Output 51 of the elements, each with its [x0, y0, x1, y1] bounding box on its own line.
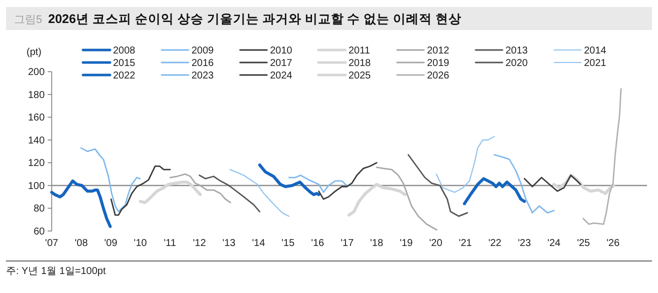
legend-label: 2018 [348, 58, 372, 69]
y-tick-label: 100 [28, 180, 46, 192]
legend-label: 2020 [506, 58, 528, 69]
legend-label: 2021 [584, 58, 607, 69]
y-tick-label: 160 [28, 112, 46, 124]
legend-label: 2016 [192, 58, 214, 69]
x-tick-label: '24 [547, 238, 561, 249]
x-tick-label: '09 [104, 238, 118, 249]
x-tick-label: '12 [192, 238, 206, 249]
x-tick-label: '22 [488, 238, 502, 249]
x-tick-label: '18 [370, 238, 384, 249]
x-tick-label: '11 [164, 238, 176, 249]
y-axis-title: (pt) [26, 47, 42, 58]
y-tick-label: 120 [28, 158, 46, 170]
chart-title: 2026년 코스피 순이익 상승 기울기는 과거와 비교할 수 없는 이례적 현상 [48, 12, 462, 26]
x-tick-label: '16 [311, 238, 325, 249]
x-tick-label: '07 [45, 238, 59, 249]
x-tick-label: '10 [134, 238, 148, 249]
text: 주: Y년 1월 1일=100pt [6, 266, 106, 277]
x-tick-label: '13 [222, 238, 236, 249]
legend-label: 2009 [192, 46, 214, 56]
x-tick-label: '08 [74, 238, 88, 249]
legend-label: 2008 [113, 46, 136, 56]
legend-label: 2023 [192, 70, 214, 82]
x-tick-label: '14 [252, 238, 266, 249]
x-tick-label: '17 [340, 238, 354, 249]
legend-label: 2014 [584, 46, 607, 56]
x-tick-label: '20 [429, 238, 443, 249]
legend-label: 2019 [427, 58, 450, 69]
x-tick-label: '25 [576, 238, 590, 249]
legend-label: 2013 [506, 46, 528, 56]
x-tick-label: '23 [518, 238, 532, 249]
x-tick-label: '15 [282, 238, 295, 249]
x-tick-label: '19 [400, 238, 414, 249]
x-tick-label: '21 [458, 238, 472, 249]
legend-label: 2022 [113, 70, 136, 82]
legend-label: 2026 [427, 70, 450, 82]
legend-label: 2011 [348, 46, 370, 56]
legend-label: 2015 [113, 58, 136, 69]
y-tick-label: 180 [28, 90, 46, 101]
y-tick-label: 80 [34, 204, 46, 215]
x-tick-label: '26 [606, 238, 620, 249]
legend-label: 2017 [270, 58, 293, 69]
caption: 그림5 [14, 14, 42, 26]
y-tick-label: 60 [34, 226, 46, 238]
y-tick-label: 200 [28, 67, 46, 78]
legend-label: 2025 [348, 70, 372, 82]
legend-label: 2010 [270, 46, 293, 56]
legend-label: 2012 [427, 46, 450, 56]
y-tick-label: 140 [28, 135, 46, 146]
legend-label: 2024 [270, 70, 293, 82]
